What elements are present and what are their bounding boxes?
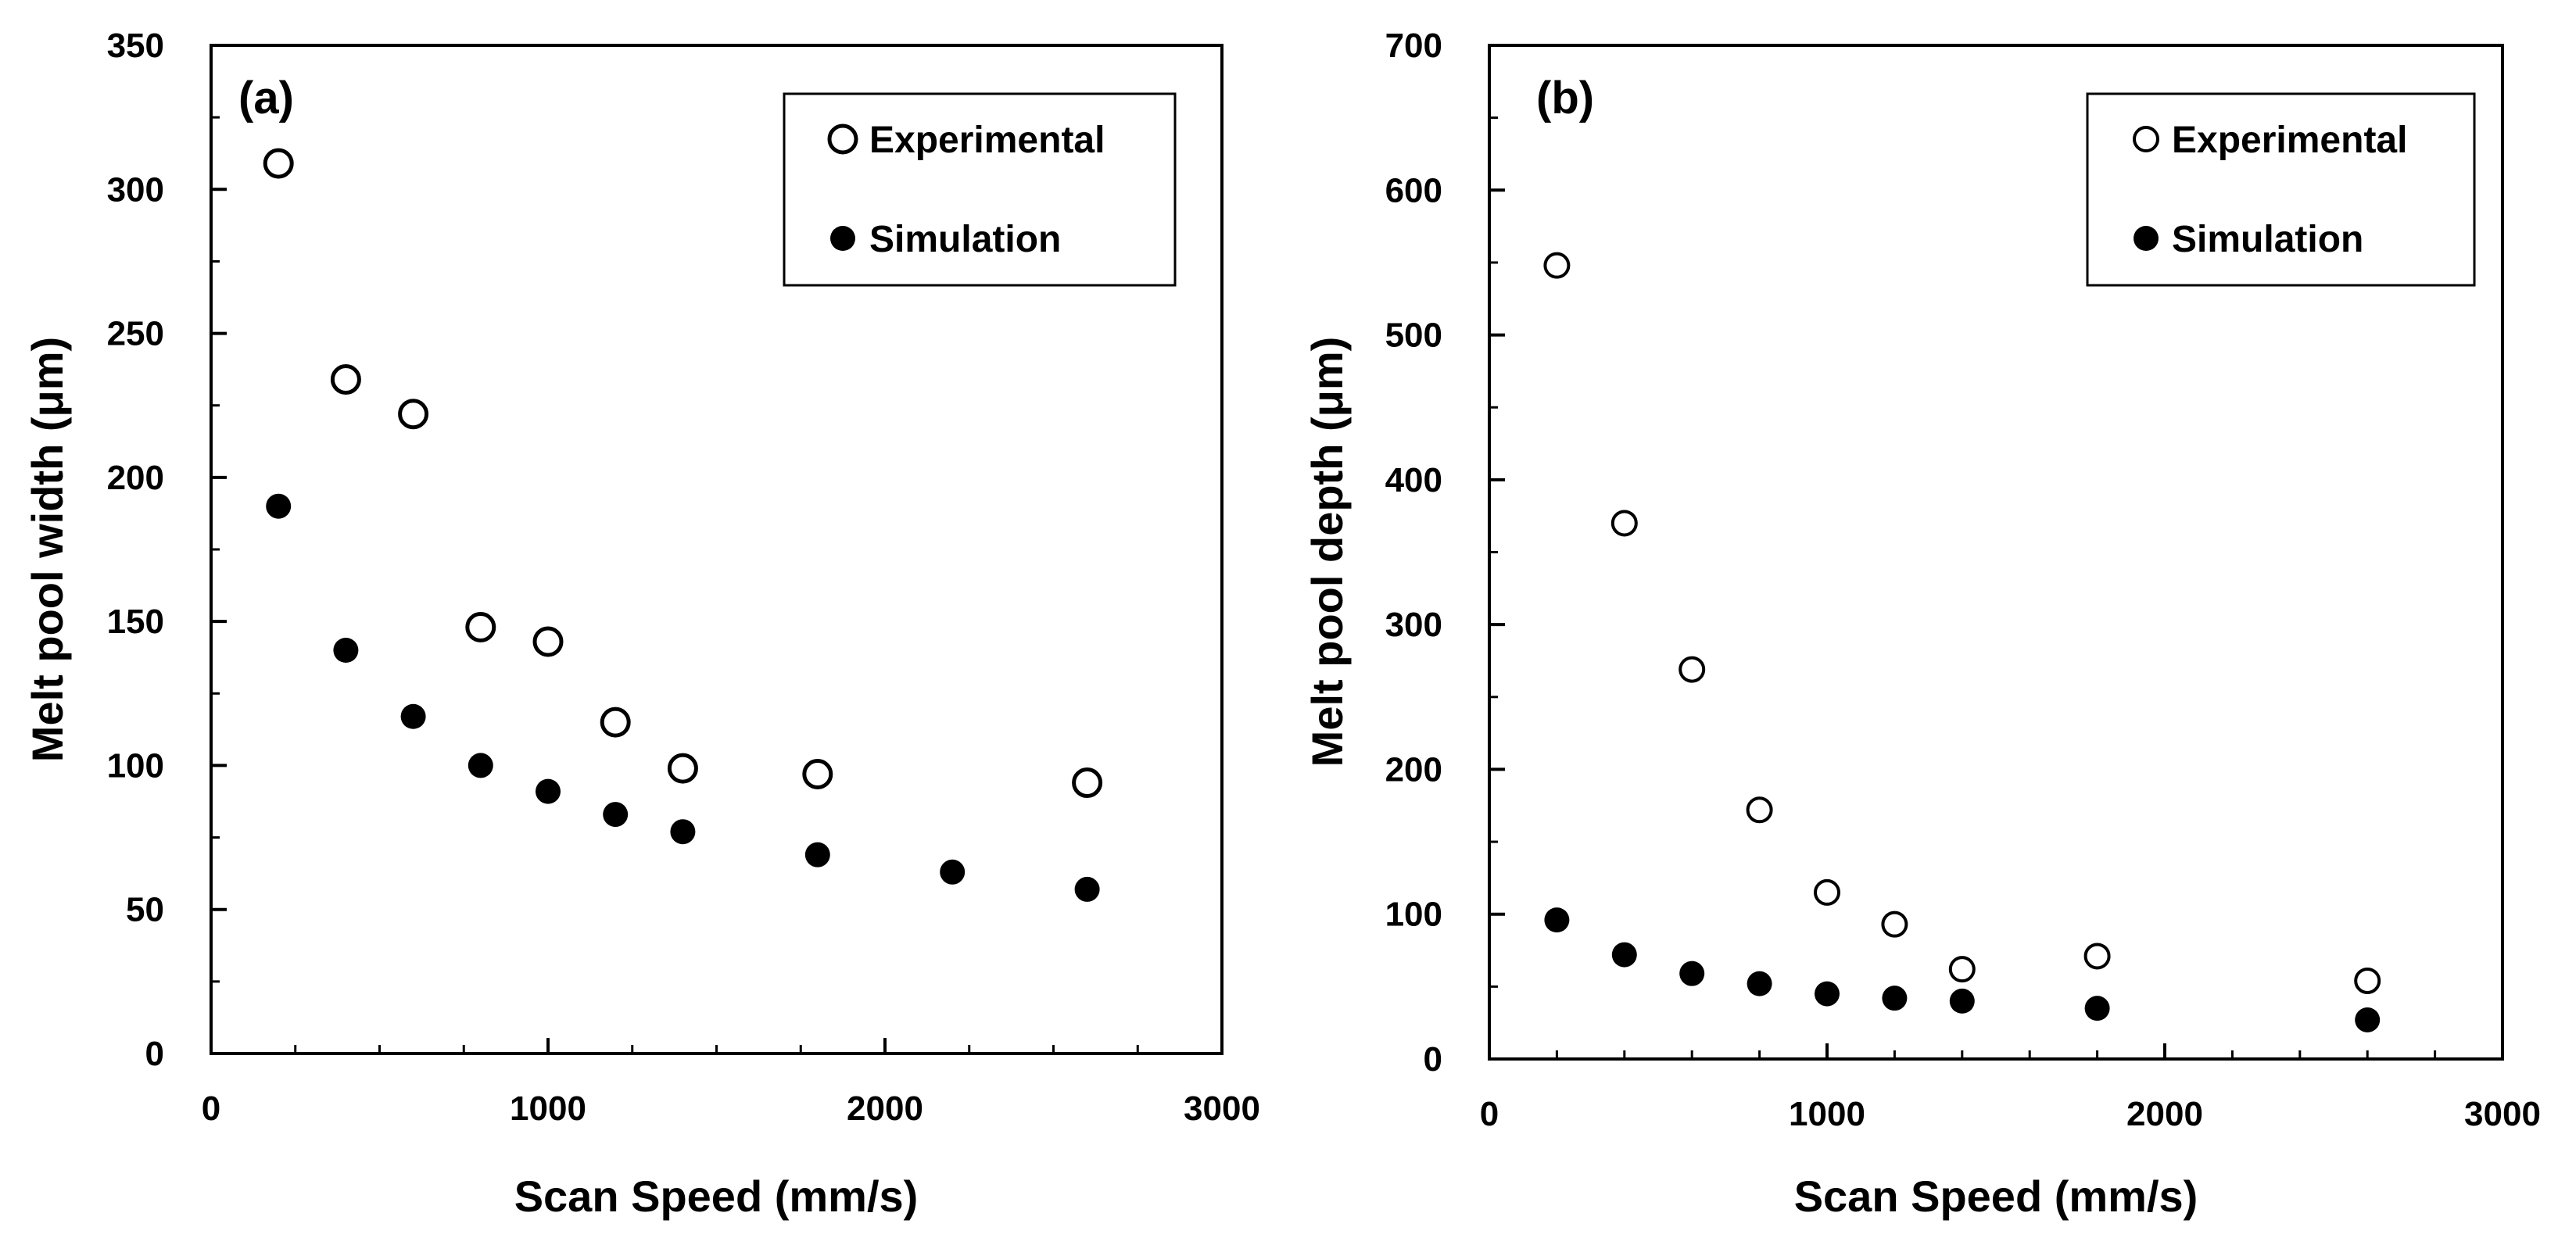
y-tick-label-a: 0 xyxy=(145,1035,164,1073)
simulation-point-b xyxy=(2355,1007,2381,1032)
y-tick-label-a: 150 xyxy=(107,603,164,641)
legend-marker-simulation-b xyxy=(2134,226,2159,251)
y-tick-label-b: 600 xyxy=(1385,171,1442,209)
simulation-point-b xyxy=(1747,971,1772,996)
y-tick-label-b: 400 xyxy=(1385,461,1442,499)
y-tick-label-a: 250 xyxy=(107,315,164,353)
x-axis-title-b: Scan Speed (mm/s) xyxy=(1794,1172,2198,1221)
simulation-point-a xyxy=(536,778,561,804)
legend-label-simulation-b: Simulation xyxy=(2172,219,2363,260)
y-tick-label-a: 200 xyxy=(107,459,164,497)
simulation-point-b xyxy=(1949,988,1975,1014)
y-tick-label-b: 200 xyxy=(1385,750,1442,789)
experimental-point-a xyxy=(532,626,564,657)
y-axis-title-b: Melt pool depth (μm) xyxy=(1302,337,1352,767)
y-tick-label-b: 700 xyxy=(1385,27,1442,65)
x-axis-title-a: Scan Speed (mm/s) xyxy=(514,1172,919,1221)
simulation-point-a xyxy=(468,753,493,778)
legend-box-b xyxy=(2086,92,2476,287)
simulation-point-a xyxy=(266,493,292,519)
panel-label-b: (b) xyxy=(1536,73,1594,123)
x-tick-label-b: 2000 xyxy=(2126,1095,2203,1133)
simulation-point-b xyxy=(1882,986,1908,1011)
legend-a: Experimental Simulation xyxy=(783,92,1177,287)
simulation-point-a xyxy=(804,842,830,868)
y-tick-label-a: 50 xyxy=(126,891,164,929)
legend-label-experimental-a: Experimental xyxy=(869,120,1105,161)
x-tick-label-b: 3000 xyxy=(2464,1095,2541,1133)
x-tick-label-a: 3000 xyxy=(1184,1089,1260,1128)
legend-b: Experimental Simulation xyxy=(2086,92,2476,287)
experimental-point-a xyxy=(263,148,294,179)
panel-label-a: (a) xyxy=(238,73,294,123)
x-tick-label-a: 2000 xyxy=(847,1089,923,1128)
experimental-point-a xyxy=(398,399,429,430)
experimental-point-b xyxy=(1543,252,1571,279)
legend-marker-experimental-a xyxy=(827,123,858,155)
experimental-point-b xyxy=(2083,943,2111,970)
simulation-point-b xyxy=(1611,942,1637,968)
simulation-point-b xyxy=(2084,996,2110,1021)
experimental-point-b xyxy=(1814,878,1840,906)
y-axis-title-a: Melt pool width (μm) xyxy=(23,337,72,762)
experimental-point-b xyxy=(1746,796,1773,824)
simulation-point-a xyxy=(670,819,696,845)
y-tick-label-a: 350 xyxy=(107,27,164,65)
experimental-point-a xyxy=(330,364,361,395)
experimental-point-a xyxy=(1072,767,1103,799)
y-tick-label-b: 0 xyxy=(1424,1040,1442,1079)
experimental-point-b xyxy=(2354,967,2381,994)
experimental-point-b xyxy=(1948,956,1976,983)
y-tick-label-a: 300 xyxy=(107,170,164,209)
simulation-point-b xyxy=(1815,981,1840,1007)
legend-label-experimental-b: Experimental xyxy=(2172,120,2407,161)
tick-labels-a: 0 50 100 150 200 250 300 350 0 1000 2000 3000 xyxy=(107,27,1260,1128)
experimental-point-a xyxy=(667,753,698,784)
tick-marks-b xyxy=(1488,44,2504,1061)
data-points-a xyxy=(263,148,1103,902)
y-tick-label-b: 300 xyxy=(1385,606,1442,644)
x-tick-label-b: 0 xyxy=(1480,1095,1499,1133)
experimental-point-a xyxy=(802,758,833,789)
x-tick-label-b: 1000 xyxy=(1789,1095,1865,1133)
data-points-b xyxy=(1543,252,2381,1032)
experimental-point-a xyxy=(600,707,631,738)
simulation-point-b xyxy=(1544,907,1570,933)
y-tick-label-b: 100 xyxy=(1385,896,1442,934)
y-tick-label-a: 100 xyxy=(107,746,164,785)
simulation-point-a xyxy=(333,638,359,663)
experimental-point-a xyxy=(465,612,496,643)
chart-panel-a: 0 50 100 150 200 250 300 350 0 1000 2000 3000 (a) S… xyxy=(23,27,1260,1221)
experimental-point-b xyxy=(1881,910,1908,938)
legend-label-simulation-a: Simulation xyxy=(869,219,1061,260)
simulation-point-a xyxy=(400,703,426,729)
simulation-point-a xyxy=(603,802,629,828)
y-tick-label-b: 500 xyxy=(1385,317,1442,355)
tick-labels-b: 0 100 200 300 400 500 600 700 0 1000 2000 3000 xyxy=(1385,27,2541,1133)
tick-marks-a xyxy=(210,44,1224,1055)
experimental-point-b xyxy=(1679,656,1706,683)
x-tick-label-a: 1000 xyxy=(510,1089,586,1128)
legend-marker-experimental-b xyxy=(2133,126,2159,152)
legend-marker-simulation-a xyxy=(830,226,855,251)
simulation-point-a xyxy=(1074,876,1100,902)
x-tick-label-a: 0 xyxy=(202,1089,220,1128)
simulation-point-b xyxy=(1679,961,1705,986)
experimental-point-b xyxy=(1610,510,1638,537)
simulation-point-a xyxy=(940,859,966,885)
